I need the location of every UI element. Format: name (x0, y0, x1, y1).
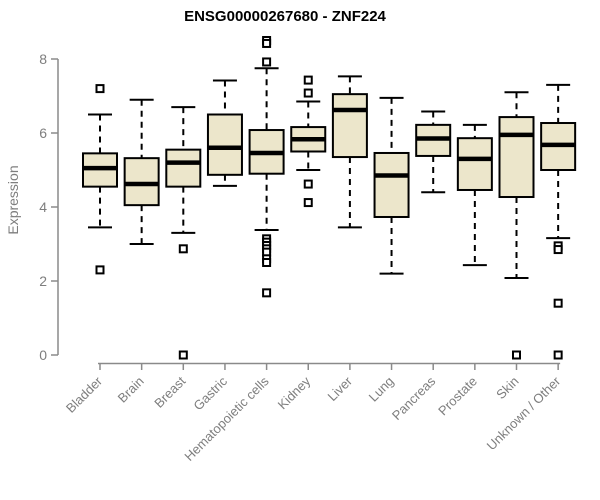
y-tick-label: 8 (39, 51, 47, 67)
x-category-label: Pancreas (389, 373, 439, 423)
x-category-label: Kidney (275, 373, 314, 412)
outlier-point (512, 350, 521, 360)
x-category-label: Unknown / Other (484, 373, 564, 453)
x-category-label: Liver (324, 373, 355, 404)
outlier-point (553, 298, 563, 308)
chart-title: ENSG00000267680 - ZNF224 (184, 8, 386, 25)
outlier-point (262, 288, 272, 298)
outlier-point (95, 265, 105, 275)
outlier-point (553, 245, 563, 255)
y-tick-label: 2 (39, 273, 47, 289)
box-rect (331, 93, 368, 159)
box-rect (206, 113, 243, 176)
x-category-label: Bladder (63, 373, 106, 416)
x-category-label: Prostate (435, 374, 480, 419)
box-rect (498, 116, 535, 199)
box-rect (373, 151, 410, 218)
outlier-point (303, 179, 313, 189)
x-category-label: Brain (115, 374, 147, 406)
outlier-point (303, 88, 313, 98)
outlier-point (262, 38, 272, 48)
outlier-point (303, 75, 313, 85)
outlier-point (262, 258, 272, 267)
box-rect (456, 137, 493, 191)
x-category-label: Lung (366, 374, 397, 405)
outlier-point (178, 350, 188, 360)
box-rect (123, 157, 160, 207)
outlier-point (303, 198, 313, 208)
outlier-point (262, 57, 272, 67)
outlier-point (553, 350, 563, 360)
x-category-label: Gastric (190, 373, 230, 413)
outlier-point (178, 244, 188, 254)
outlier-point (95, 84, 105, 94)
x-category-label: Skin (493, 374, 521, 402)
y-tick-label: 0 (39, 347, 47, 363)
x-category-label: Breast (151, 373, 188, 410)
y-tick-label: 6 (39, 125, 47, 141)
box-rect (165, 148, 202, 188)
y-tick-label: 4 (39, 199, 47, 215)
